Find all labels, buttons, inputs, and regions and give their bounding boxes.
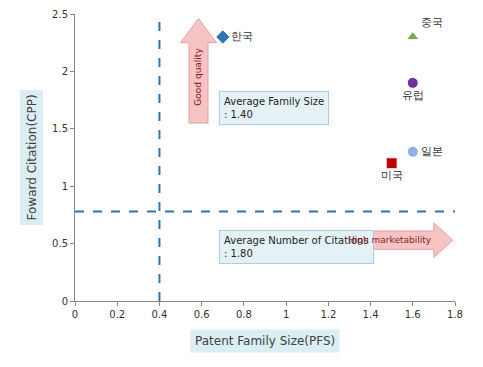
svg-text:0.6: 0.6 xyxy=(194,309,210,320)
svg-text:1.8: 1.8 xyxy=(447,309,463,320)
svg-text:일본: 일본 xyxy=(421,145,443,158)
svg-text:0: 0 xyxy=(72,309,78,320)
svg-text:Average Number of Citations: 1: Average Number of Citations: 1.80 xyxy=(224,235,369,259)
svg-text:1.2: 1.2 xyxy=(320,309,336,320)
svg-text:Foward Citation(CPP): Foward Citation(CPP) xyxy=(25,94,39,220)
svg-text:1: 1 xyxy=(283,309,289,320)
svg-text:유럽: 유럽 xyxy=(402,89,424,102)
svg-text:0.4: 0.4 xyxy=(151,309,167,320)
svg-text:High marketability: High marketability xyxy=(348,235,432,245)
svg-text:0.5: 0.5 xyxy=(52,238,68,249)
svg-text:1.5: 1.5 xyxy=(52,123,68,134)
svg-text:Good quality: Good quality xyxy=(193,48,203,106)
svg-text:1.4: 1.4 xyxy=(363,309,379,320)
svg-text:0: 0 xyxy=(62,296,68,307)
svg-text:미국: 미국 xyxy=(381,169,403,182)
svg-text:0.2: 0.2 xyxy=(109,309,125,320)
svg-text:1.6: 1.6 xyxy=(405,309,421,320)
svg-text:2: 2 xyxy=(62,66,68,77)
svg-text:0.8: 0.8 xyxy=(236,309,252,320)
svg-text:1: 1 xyxy=(62,181,68,192)
svg-text:중국: 중국 xyxy=(421,16,443,29)
svg-text:2.5: 2.5 xyxy=(52,9,68,20)
svg-text:Patent Family Size(PFS): Patent Family Size(PFS) xyxy=(195,334,335,348)
svg-text:Average Family Size: 1.40: Average Family Size: 1.40 xyxy=(224,96,324,120)
svg-text:한국: 한국 xyxy=(231,30,253,43)
